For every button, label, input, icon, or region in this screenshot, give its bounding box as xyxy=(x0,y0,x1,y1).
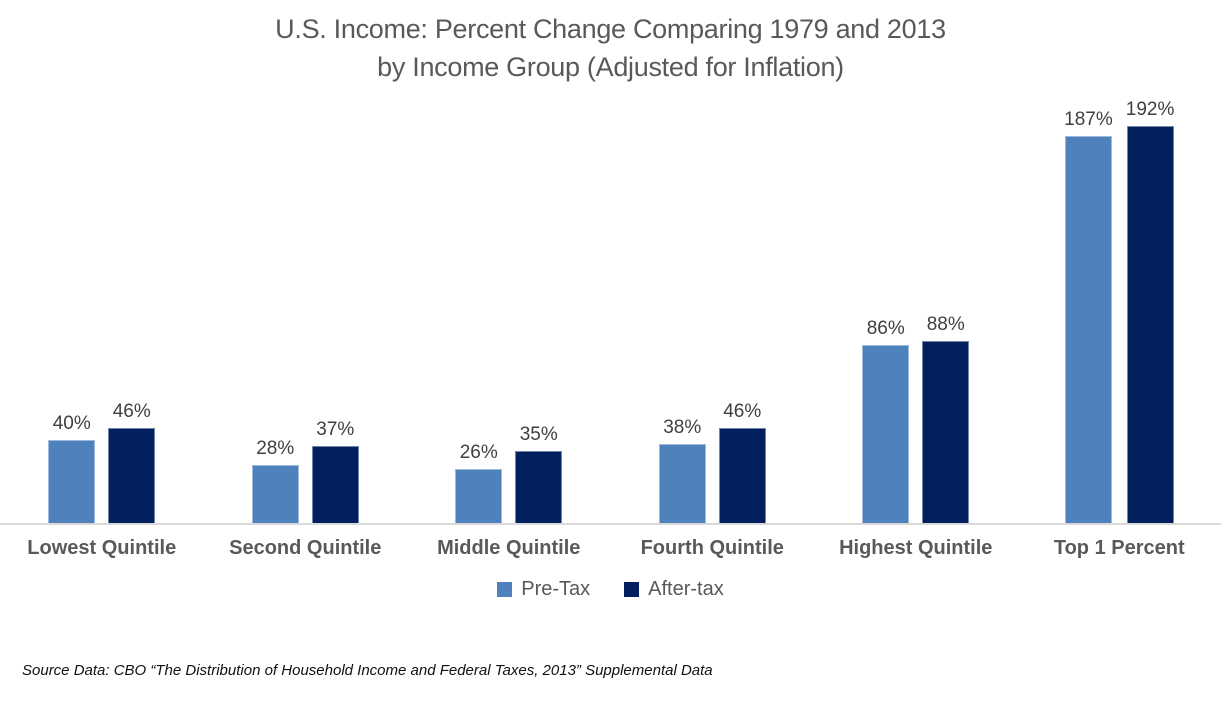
value-label: 35% xyxy=(519,424,558,445)
bar-with-label: 28% xyxy=(251,438,299,523)
bar-with-label: 86% xyxy=(862,318,910,523)
legend-swatch-icon xyxy=(624,582,640,597)
bar-with-label: 46% xyxy=(108,401,156,523)
value-label: 46% xyxy=(112,401,151,422)
category-group: 187% 192% xyxy=(1018,99,1221,523)
legend-item-pre-tax: Pre-Tax xyxy=(497,578,590,601)
category-label: Fourth Quintile xyxy=(640,537,784,559)
category-group: 26% 35% xyxy=(407,424,611,523)
value-label: 187% xyxy=(1064,109,1113,130)
category-label: Lowest Quintile xyxy=(27,537,177,559)
source-note: Source Data: CBO “The Distribution of Ho… xyxy=(22,662,713,679)
category-group: 86% 88% xyxy=(814,314,1018,523)
chart-title-line-1: U.S. Income: Percent Change Comparing 19… xyxy=(275,14,946,44)
bar-with-label: 187% xyxy=(1064,109,1113,523)
bar-pre-tax xyxy=(455,469,503,523)
bar-pre-tax xyxy=(658,444,706,523)
legend-label: After-tax xyxy=(648,578,724,600)
chart-title-line-2: by Income Group (Adjusted for Inflation) xyxy=(377,52,844,82)
value-label: 28% xyxy=(256,438,295,459)
value-label: 37% xyxy=(316,419,355,440)
bar-after-tax xyxy=(108,428,156,523)
bar-pre-tax xyxy=(1064,136,1112,523)
value-label: 26% xyxy=(459,442,498,463)
legend-label: Pre-Tax xyxy=(521,578,591,600)
bar-with-label: 26% xyxy=(455,442,503,523)
legend: Pre-Tax After-tax xyxy=(0,578,1221,601)
chart-title: U.S. Income: Percent Change Comparing 19… xyxy=(0,0,1221,86)
bar-after-tax xyxy=(718,428,766,523)
value-label: 40% xyxy=(52,413,91,434)
category-axis: Lowest Quintile Second Quintile Middle Qui… xyxy=(0,525,1221,560)
bars-row: 40% 46% 28% 37% 26% 35% 38% 46% 86% 88% 187% 192% xyxy=(0,88,1221,525)
category-group: 38% 46% xyxy=(611,401,815,523)
category-label: Highest Quintile xyxy=(839,537,993,559)
value-label: 192% xyxy=(1125,99,1175,120)
bar-with-label: 37% xyxy=(311,419,359,523)
bar-with-label: 38% xyxy=(658,417,706,523)
bar-with-label: 40% xyxy=(48,413,96,523)
bar-with-label: 192% xyxy=(1125,99,1175,523)
plot-area: 40% 46% 28% 37% 26% 35% 38% 46% 86% 88% 187% 192% L… xyxy=(0,88,1221,560)
category-label: Second Quintile xyxy=(229,537,382,559)
bar-after-tax xyxy=(311,446,359,523)
bar-pre-tax xyxy=(251,465,299,523)
legend-item-after-tax: After-tax xyxy=(624,578,724,601)
legend-swatch-icon xyxy=(497,582,513,597)
category-label: Middle Quintile xyxy=(437,537,581,559)
category-group: 40% 46% xyxy=(0,401,204,523)
bar-with-label: 35% xyxy=(515,424,563,523)
value-label: 38% xyxy=(663,417,702,438)
bar-after-tax xyxy=(1126,126,1174,523)
bar-after-tax xyxy=(515,451,563,523)
value-label: 88% xyxy=(926,314,965,335)
bar-with-label: 88% xyxy=(922,314,970,523)
bar-pre-tax xyxy=(48,440,96,523)
category-group: 28% 37% xyxy=(204,419,408,523)
bar-with-label: 46% xyxy=(718,401,766,523)
value-label: 46% xyxy=(723,401,762,422)
category-label: Top 1 Percent xyxy=(1053,537,1185,559)
bar-after-tax xyxy=(922,341,970,523)
bar-pre-tax xyxy=(862,345,910,523)
value-label: 86% xyxy=(866,318,905,339)
